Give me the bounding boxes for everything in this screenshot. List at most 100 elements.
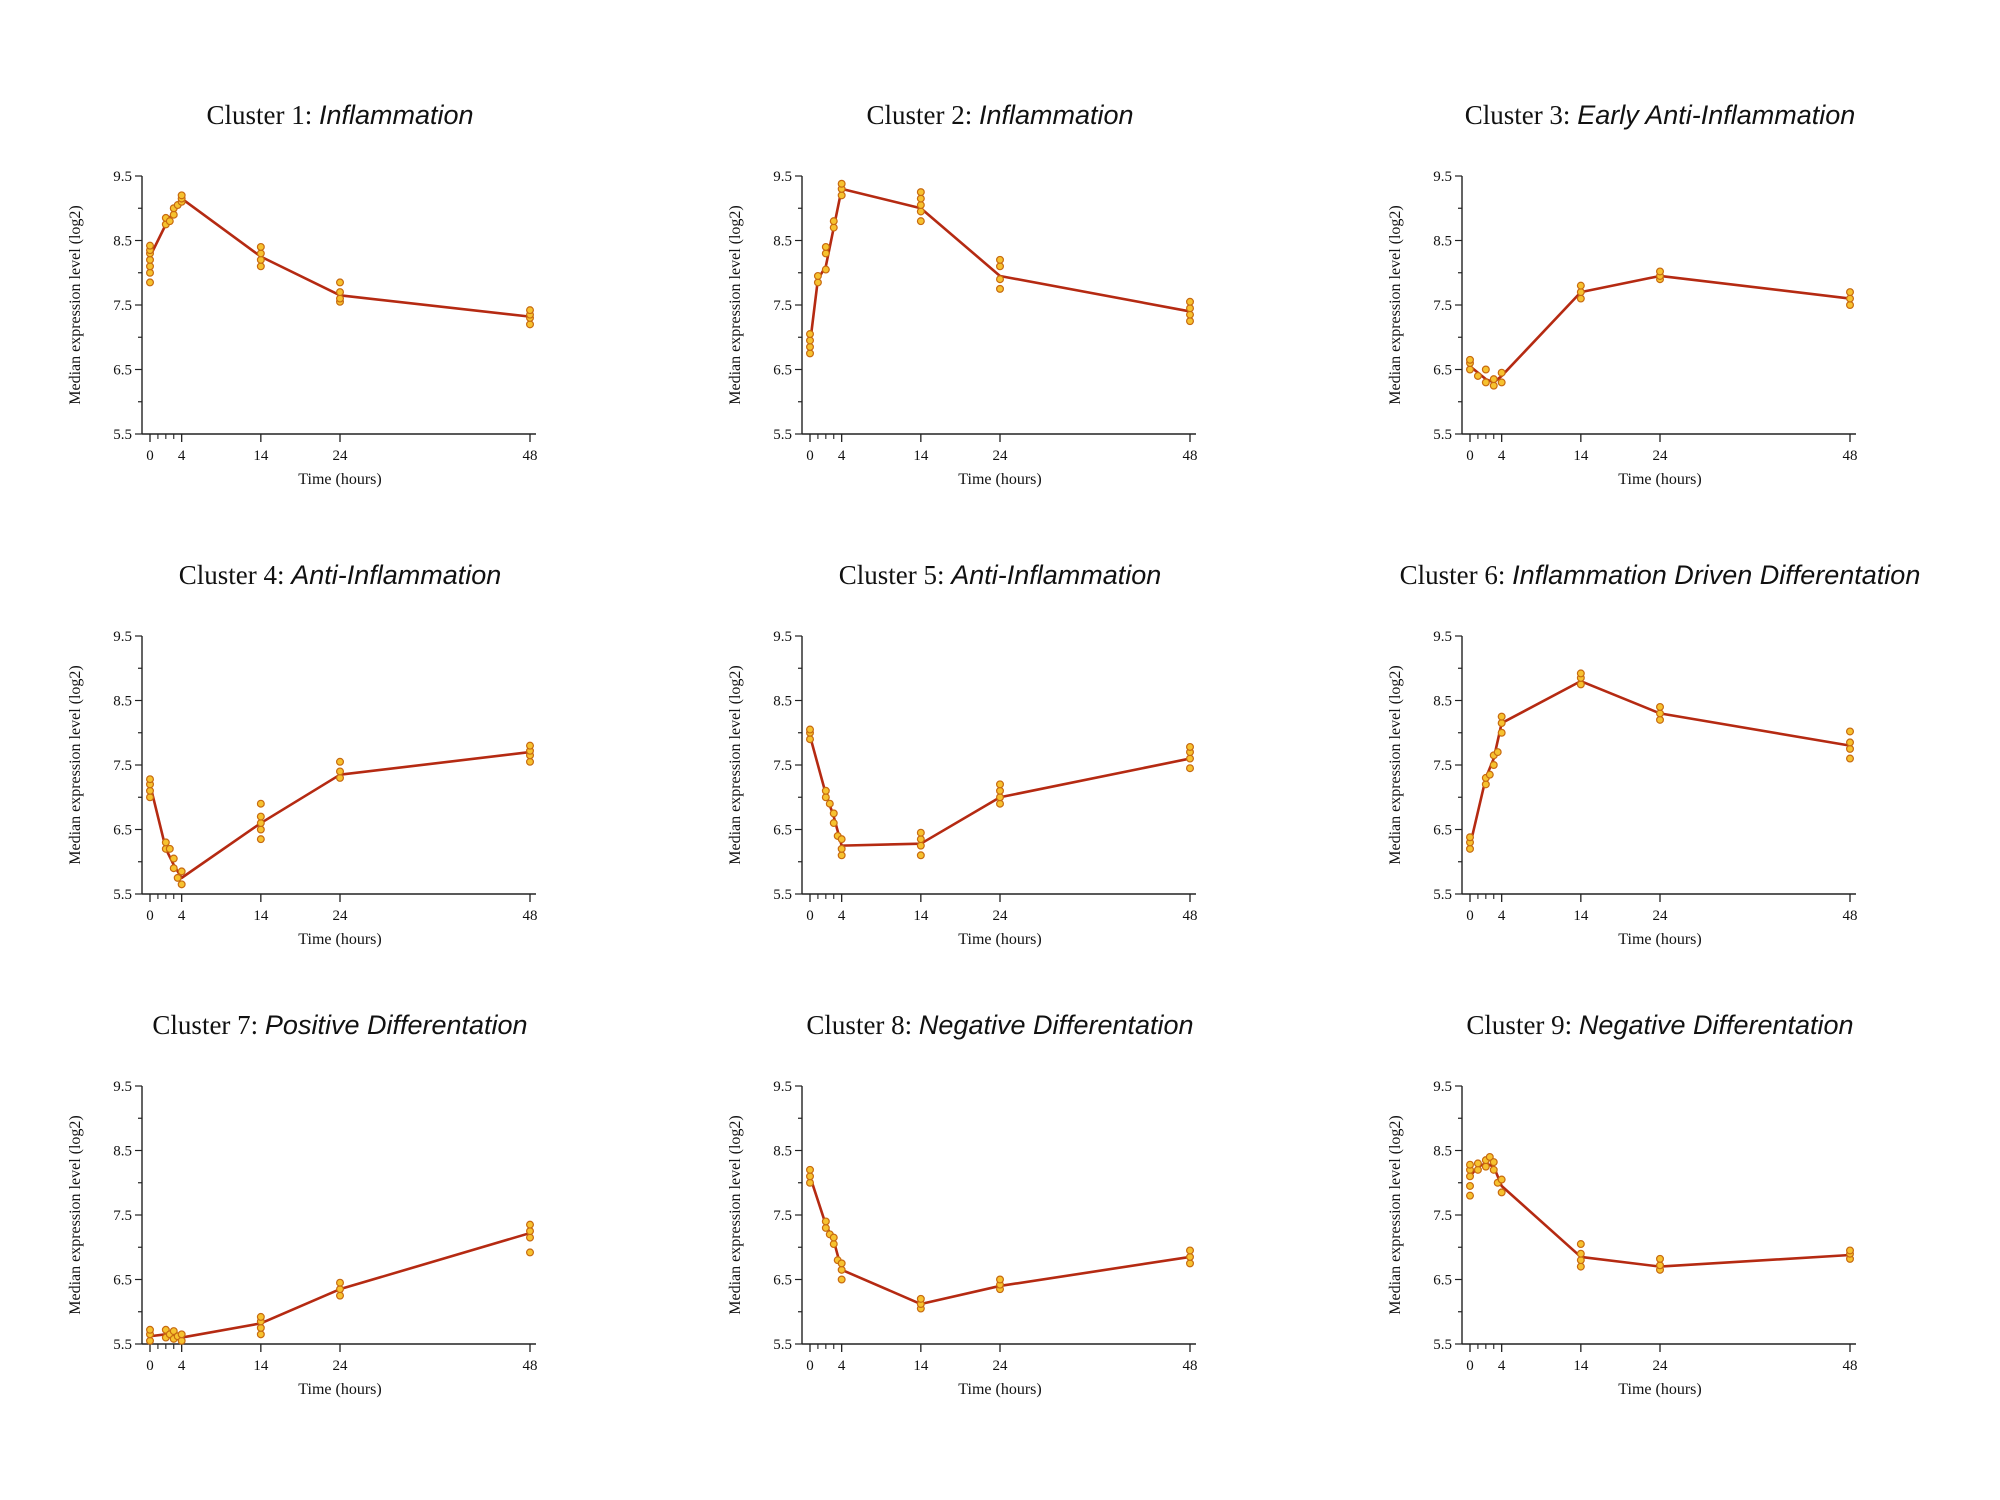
data-point [1846,1246,1855,1255]
data-point [996,799,1005,808]
data-point [526,320,535,329]
chart-panel-6: Cluster 6: Inflammation Driven Different… [1380,560,1940,980]
y-axis-label: Median expression level (log2) [727,205,744,405]
data-point [169,854,178,863]
data-point [805,735,814,744]
x-tick-label: 14 [913,908,929,924]
data-point [526,757,535,766]
chart-panel-2: Cluster 2: Inflammation 5.5 6.5 7.5 8.5 9.5 0 4… [720,100,1280,520]
y-tick-label: 6.5 [1433,823,1452,839]
data-point [1493,748,1502,757]
data-point [1186,304,1195,313]
x-axis-label: Time (hours) [1618,931,1701,948]
chart-panel-1: Cluster 1: Inflammation 5.5 6.5 7.5 8.5 9.5 0 4… [60,100,620,520]
data-point [996,786,1005,795]
data-point [821,1217,830,1226]
chart-title: Cluster 8: Negative Differentation [720,1010,1280,1041]
data-point [256,1312,265,1321]
data-point [145,268,154,277]
data-point [1497,378,1506,387]
chart-panel-9: Cluster 9: Negative Differentation 5.5 6.5… [1380,1010,1940,1430]
y-tick-label: 6.5 [773,363,792,379]
series-line [1469,274,1851,384]
data-point [837,1259,846,1268]
y-tick-label: 9.5 [113,1079,132,1095]
data-point [837,835,846,844]
data-point [916,201,925,210]
chart-title: Cluster 3: Early Anti-Inflammation [1380,100,1940,131]
data-point [145,1336,154,1345]
data-point [526,1248,535,1257]
data-point [825,799,834,808]
data-point [1656,715,1665,724]
data-point [1576,1240,1585,1249]
data-point [829,1240,838,1249]
data-point [177,1336,186,1345]
data-point [916,835,925,844]
data-point [1656,1254,1665,1263]
y-axis-label: Median expression level (log2) [727,1115,744,1315]
x-tick-label: 0 [146,908,154,924]
x-tick-label: 24 [1653,908,1669,924]
y-tick-label: 6.5 [773,1273,792,1289]
x-tick-label: 14 [913,1358,929,1374]
data-point [916,851,925,860]
data-point [1497,1188,1506,1197]
data-point [1186,317,1195,326]
chart-panel-7: Cluster 7: Positive Differentation 5.5 6.5… [60,1010,620,1430]
data-point [177,1330,186,1339]
data-point [805,342,814,351]
data-point [177,867,186,876]
data-point [996,275,1005,284]
data-point [837,1275,846,1284]
data-point [173,873,182,882]
y-tick-label: 9.5 [773,169,792,185]
y-tick-label: 6.5 [113,1273,132,1289]
data-point [145,255,154,264]
x-tick-label: 0 [1466,908,1474,924]
data-point [916,828,925,837]
chart-title-italic: Inflammation [318,100,474,130]
x-tick-label: 0 [146,448,154,464]
chart-plot: 5.5 6.5 7.5 8.5 9.5 0 4 14 24 48 Time (hours) Media… [727,629,1198,948]
data-point [805,336,814,345]
data-point [996,284,1005,293]
y-tick-label: 8.5 [1433,694,1452,710]
data-point [1465,844,1474,853]
chart-title-italic: Negative Differentation [918,1010,1194,1040]
data-point [177,191,186,200]
y-tick-label: 9.5 [773,629,792,645]
data-point [161,838,170,847]
x-tick-label: 14 [253,448,268,464]
data-point [996,780,1005,789]
x-tick-label: 48 [1843,448,1858,464]
chart-title: Cluster 2: Inflammation [720,100,1280,131]
y-tick-label: 6.5 [1433,1273,1452,1289]
data-point [829,1233,838,1242]
x-tick-label: 24 [993,908,1009,924]
x-tick-label: 4 [838,1358,846,1374]
data-point [336,757,345,766]
data-point [1465,1191,1474,1200]
data-point [336,1291,345,1300]
x-tick-label: 4 [178,1358,186,1374]
chart-title: Cluster 7: Positive Differentation [60,1010,620,1041]
data-point [837,191,846,200]
chart-plot: 5.5 6.5 7.5 8.5 9.5 0 4 14 24 48 Time (hours) Media… [1387,629,1858,948]
data-point [813,271,822,280]
data-point [1186,1246,1195,1255]
data-point [805,725,814,734]
data-point [916,207,925,216]
y-tick-label: 6.5 [113,823,132,839]
y-tick-label: 6.5 [1433,363,1452,379]
x-tick-label: 0 [806,448,814,464]
x-tick-label: 24 [333,1358,349,1374]
data-point [1576,680,1585,689]
y-tick-label: 7.5 [113,298,132,314]
x-tick-label: 24 [1653,1358,1669,1374]
data-point [837,179,846,188]
data-point [1489,761,1498,770]
x-tick-label: 14 [1573,1358,1589,1374]
data-point [916,1294,925,1303]
chart-plot: 5.5 6.5 7.5 8.5 9.5 0 4 14 24 48 Time (hours) Media… [727,169,1198,488]
